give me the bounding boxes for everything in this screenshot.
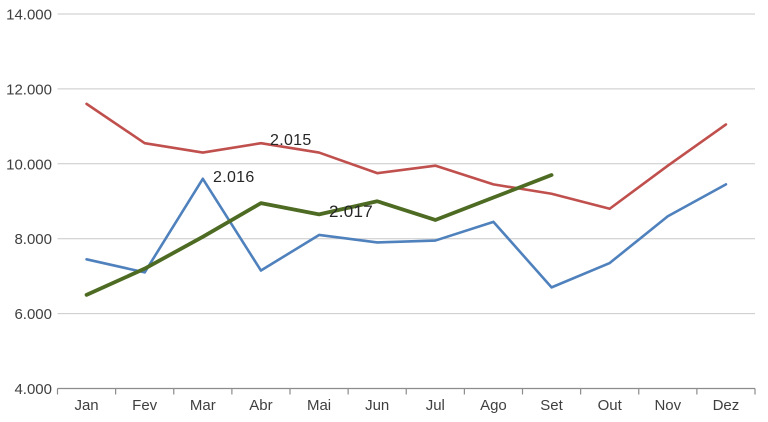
x-axis-label: Dez <box>713 397 740 414</box>
x-axis-label: Jan <box>74 397 98 414</box>
x-axis-label: Abr <box>249 397 272 414</box>
y-axis-tick-label: 4.000 <box>14 381 52 398</box>
x-axis-label: Ago <box>480 397 507 414</box>
series-line-2017 <box>84 173 554 297</box>
x-axis-label: Set <box>540 397 563 414</box>
series-label-2017: 2.017 <box>329 202 374 221</box>
series-label-2016: 2.016 <box>213 169 255 186</box>
x-axis-label: Nov <box>654 397 681 414</box>
x-axis-label: Jul <box>426 397 445 414</box>
series-line-2015 <box>85 102 728 211</box>
x-axis-label: Mar <box>190 397 216 414</box>
x-axis-label: Mai <box>307 397 331 414</box>
y-axis-tick-label: 6.000 <box>14 306 52 323</box>
y-axis-tick-label: 12.000 <box>6 81 52 98</box>
series-line-2016 <box>85 177 728 289</box>
y-axis-tick-label: 8.000 <box>14 231 52 248</box>
y-axis-tick-label: 14.000 <box>6 7 52 24</box>
x-axis-label: Jun <box>365 397 389 414</box>
x-axis-label: Fev <box>132 397 158 414</box>
series-label-2015: 2.015 <box>270 132 312 149</box>
y-axis-tick-label: 10.000 <box>6 156 52 173</box>
x-axis-label: Out <box>598 397 623 414</box>
